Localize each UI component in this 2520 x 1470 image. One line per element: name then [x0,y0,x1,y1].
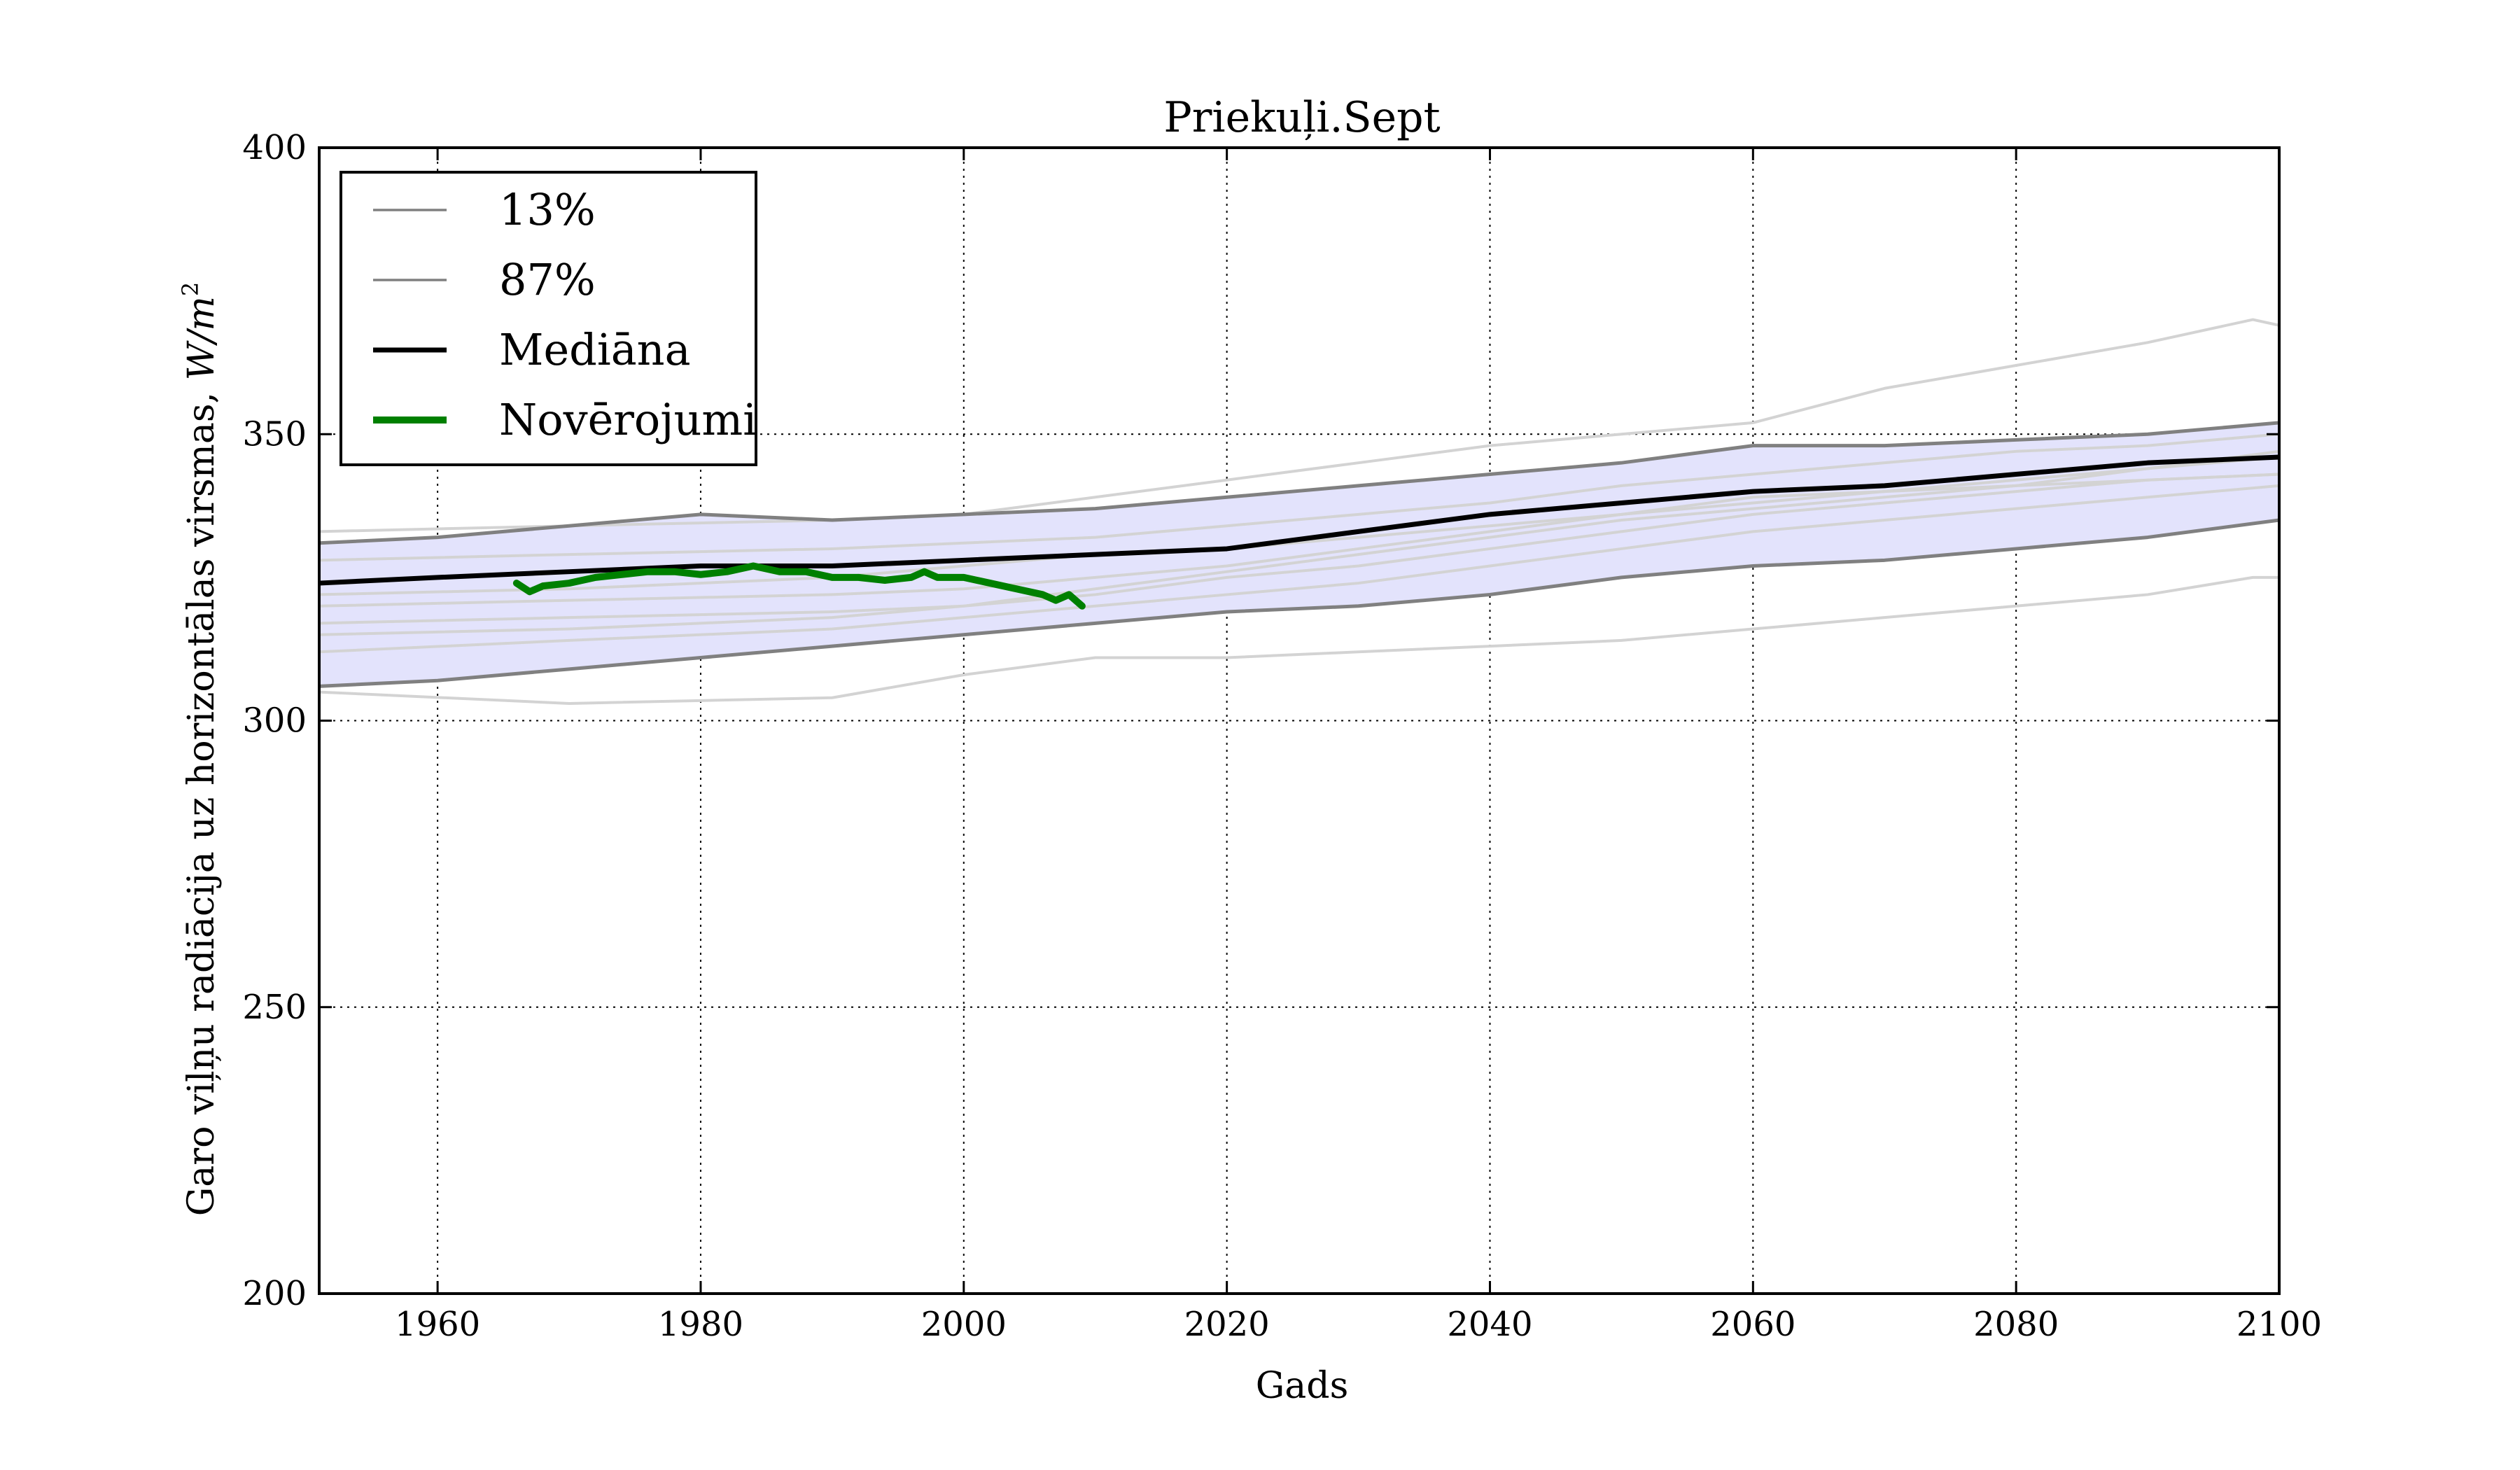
ensemble-line-ens4 [318,449,2280,608]
legend: 13% 87% Mediāna Novērojumi [340,171,757,466]
legend-label-p13: 13% [499,184,596,235]
plot-area: 1960 1980 2000 2020 2040 2060 2080 2100 200 250 30… [242,128,2322,1344]
median-line [318,454,2280,586]
y-tick-label-200: 200 [242,1274,307,1313]
y-tick-label-400: 400 [242,128,307,167]
x-tick-label-2100: 2100 [2236,1305,2322,1344]
y-tick-label-300: 300 [242,701,307,741]
percentile-line-p87 [318,421,2280,545]
x-tick-label-2000: 2000 [921,1305,1007,1344]
ensemble-line-ens5 [318,433,2280,562]
ensemble-line-ens6 [318,484,2280,654]
x-tick-label-2020: 2020 [1184,1305,1270,1344]
ensemble-line-ens3 [318,472,2280,625]
legend-box [340,171,757,466]
x-tick-label-1980: 1980 [658,1305,743,1344]
ensemble-line-ens8 [318,455,2280,636]
chart-title: Priekuļi.Sept [1163,93,1440,142]
x-axis-title: Gads [1256,1365,1349,1407]
x-tick-label-2040: 2040 [1447,1305,1532,1344]
y-axis-title-unit-exponent: 2 [177,282,204,296]
observations-line [512,562,1086,610]
y-axis-title: Garo viļņu radiācija uz horizontālas vir… [177,282,223,1216]
percentile-line-p13 [318,518,2280,688]
x-tick-label-1960: 1960 [395,1305,480,1344]
x-tick-label-2060: 2060 [1710,1305,1795,1344]
legend-label-median: Mediāna [499,324,691,375]
x-tick-label-2080: 2080 [1973,1305,2059,1344]
y-axis-title-unit: W/m [181,296,223,380]
legend-label-observations: Novērojumi [499,394,757,445]
y-tick-label-250: 250 [242,988,307,1027]
y-axis-title-text: Garo viļņu radiācija uz horizontālas vir… [181,380,223,1216]
ensemble-line-ens1 [318,575,2279,705]
y-tick-label-350: 350 [242,414,307,454]
legend-label-p87: 87% [499,254,596,305]
